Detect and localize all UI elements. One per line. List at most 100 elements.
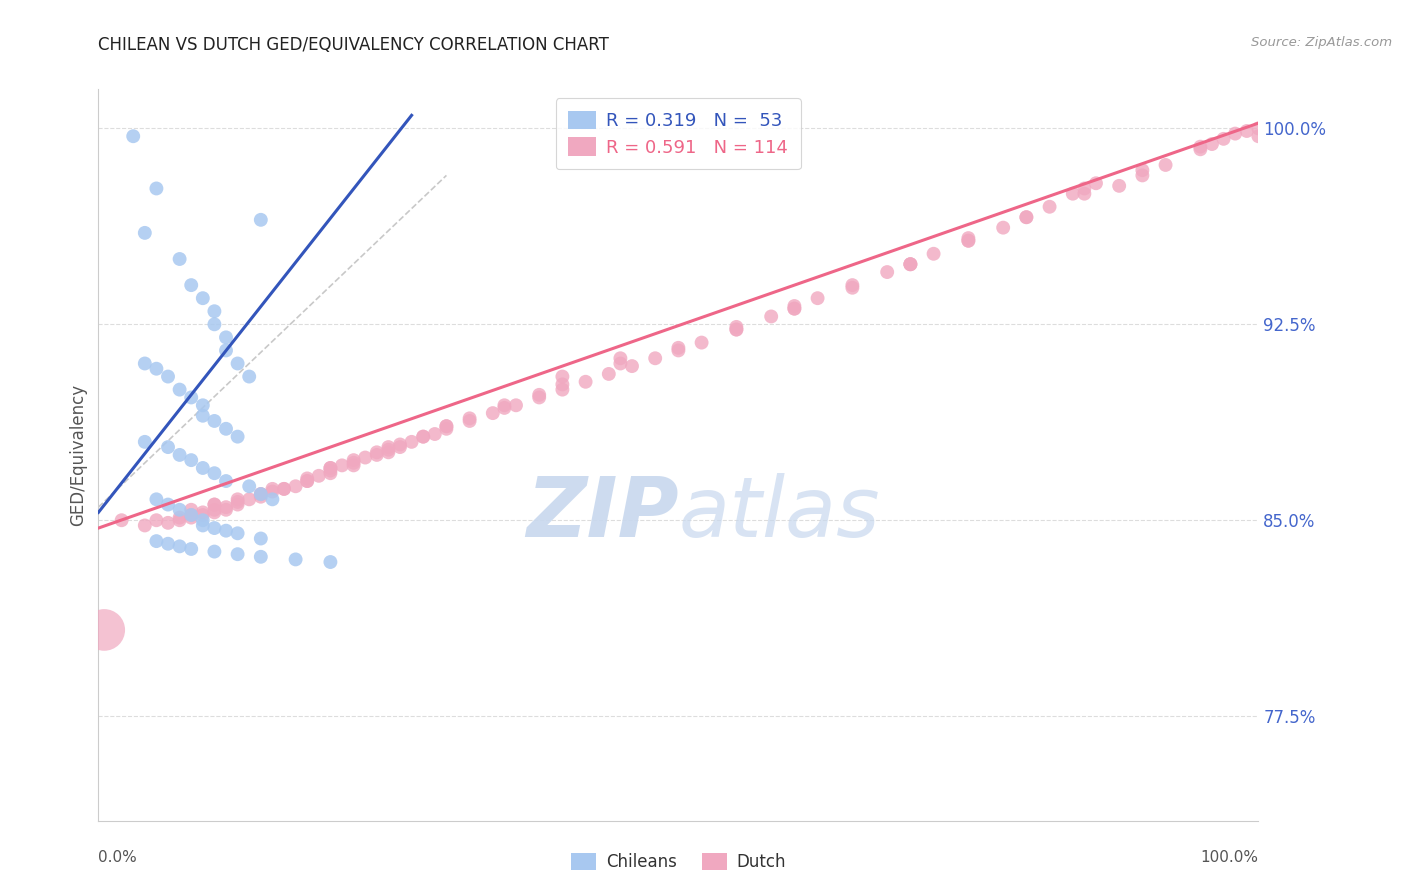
Point bbox=[111, 513, 132, 527]
Point bbox=[145, 361, 167, 376]
Point bbox=[297, 474, 319, 488]
Point bbox=[922, 247, 945, 261]
Point bbox=[458, 411, 481, 425]
Point bbox=[250, 490, 273, 504]
Point bbox=[297, 474, 319, 488]
Point bbox=[273, 482, 295, 496]
Point bbox=[1015, 211, 1038, 225]
Point bbox=[215, 474, 238, 488]
Legend: Chileans, Dutch: Chileans, Dutch bbox=[564, 847, 793, 878]
Point bbox=[993, 220, 1015, 235]
Point bbox=[134, 357, 156, 371]
Point bbox=[191, 513, 214, 527]
Point bbox=[343, 453, 366, 467]
Point bbox=[1073, 186, 1095, 201]
Point bbox=[401, 434, 423, 449]
Point bbox=[436, 422, 458, 436]
Point bbox=[366, 445, 388, 459]
Point bbox=[529, 388, 551, 402]
Point bbox=[900, 257, 922, 271]
Point bbox=[666, 343, 689, 358]
Point bbox=[1201, 136, 1223, 151]
Point bbox=[1189, 139, 1212, 153]
Point bbox=[204, 414, 226, 428]
Point bbox=[494, 401, 516, 415]
Point bbox=[145, 492, 167, 507]
Point bbox=[169, 383, 191, 397]
Point bbox=[238, 369, 260, 384]
Point bbox=[621, 359, 644, 373]
Point bbox=[180, 508, 202, 522]
Point bbox=[191, 505, 214, 519]
Point bbox=[145, 181, 167, 195]
Point bbox=[481, 406, 505, 420]
Point bbox=[1085, 176, 1108, 190]
Point bbox=[1223, 127, 1247, 141]
Point bbox=[157, 369, 180, 384]
Point bbox=[1154, 158, 1177, 172]
Point bbox=[180, 541, 202, 556]
Point bbox=[308, 468, 330, 483]
Point bbox=[215, 330, 238, 344]
Point bbox=[262, 492, 284, 507]
Point bbox=[644, 351, 666, 366]
Point bbox=[157, 516, 180, 530]
Point bbox=[204, 503, 226, 517]
Point bbox=[169, 510, 191, 524]
Point bbox=[204, 505, 226, 519]
Point bbox=[215, 422, 238, 436]
Point bbox=[841, 278, 863, 293]
Point bbox=[1247, 129, 1270, 144]
Point bbox=[169, 540, 191, 554]
Point bbox=[458, 414, 481, 428]
Point bbox=[725, 322, 748, 336]
Point bbox=[157, 498, 180, 512]
Point bbox=[876, 265, 898, 279]
Point bbox=[191, 508, 214, 522]
Point bbox=[238, 492, 260, 507]
Point bbox=[226, 357, 249, 371]
Point bbox=[191, 398, 214, 412]
Point bbox=[319, 461, 342, 475]
Point bbox=[900, 257, 922, 271]
Point bbox=[169, 513, 191, 527]
Point bbox=[250, 487, 273, 501]
Point bbox=[957, 231, 980, 245]
Text: Source: ZipAtlas.com: Source: ZipAtlas.com bbox=[1251, 36, 1392, 49]
Point bbox=[180, 508, 202, 522]
Point bbox=[609, 351, 631, 366]
Point bbox=[783, 299, 806, 313]
Point bbox=[191, 461, 214, 475]
Point bbox=[377, 445, 399, 459]
Point bbox=[215, 524, 238, 538]
Point bbox=[204, 544, 226, 558]
Point bbox=[1132, 163, 1154, 178]
Point bbox=[180, 278, 202, 293]
Point bbox=[1038, 200, 1062, 214]
Point bbox=[180, 510, 202, 524]
Point bbox=[366, 448, 388, 462]
Point bbox=[343, 456, 366, 470]
Point bbox=[690, 335, 713, 350]
Text: atlas: atlas bbox=[678, 473, 880, 554]
Point bbox=[319, 464, 342, 478]
Point bbox=[551, 369, 574, 384]
Point bbox=[204, 498, 226, 512]
Point bbox=[354, 450, 377, 465]
Point bbox=[1015, 211, 1038, 225]
Point bbox=[297, 471, 319, 485]
Text: CHILEAN VS DUTCH GED/EQUIVALENCY CORRELATION CHART: CHILEAN VS DUTCH GED/EQUIVALENCY CORRELA… bbox=[98, 36, 609, 54]
Point bbox=[284, 479, 307, 493]
Point bbox=[725, 322, 748, 336]
Point bbox=[412, 430, 434, 444]
Point bbox=[169, 503, 191, 517]
Point bbox=[157, 537, 180, 551]
Point bbox=[226, 495, 249, 509]
Point bbox=[388, 440, 412, 454]
Point bbox=[343, 458, 366, 473]
Point bbox=[957, 234, 980, 248]
Point bbox=[284, 552, 307, 566]
Point bbox=[134, 434, 156, 449]
Point bbox=[169, 252, 191, 266]
Point bbox=[215, 343, 238, 358]
